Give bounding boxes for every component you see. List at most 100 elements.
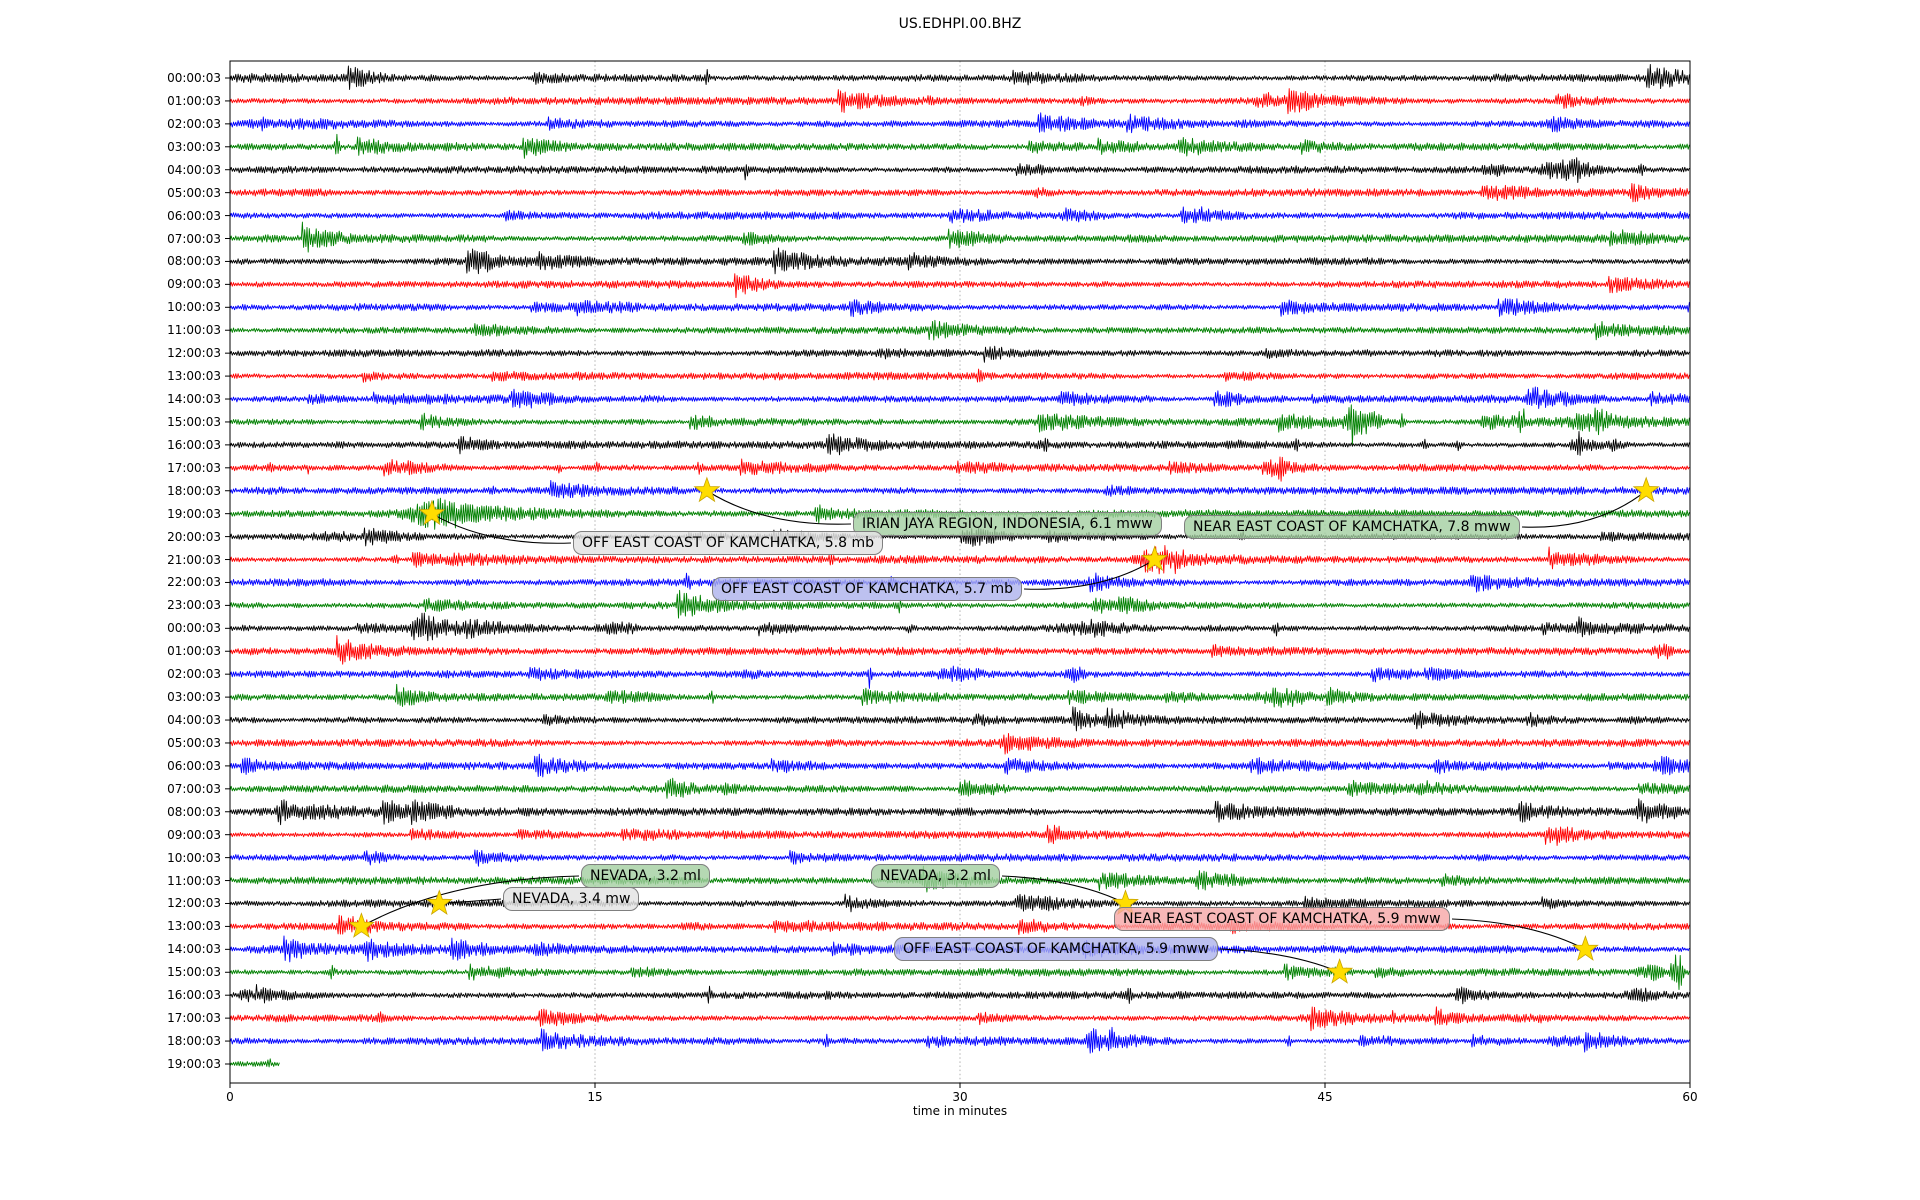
y-tick-label: 05:00:03 [167, 735, 221, 750]
seismic-trace [230, 635, 1690, 665]
seismic-trace [230, 298, 1690, 318]
y-tick-label: 17:00:03 [167, 1011, 221, 1026]
y-tick-label: 07:00:03 [167, 231, 221, 246]
event-star-icon [418, 499, 446, 526]
y-tick-label: 20:00:03 [167, 529, 221, 544]
x-tick-label: 30 [952, 1090, 968, 1104]
seismic-trace [230, 345, 1690, 363]
seismic-trace [230, 221, 1690, 253]
y-tick-label: 16:00:03 [167, 437, 221, 452]
event-annotation-label: NEAR EAST COAST OF KAMCHATKA, 5.9 mww [1114, 907, 1450, 931]
y-tick-label: 23:00:03 [167, 598, 221, 613]
event-annotation-label: NEVADA, 3.2 ml [871, 864, 1000, 888]
y-tick-label: 21:00:03 [167, 552, 221, 567]
seismic-trace [230, 683, 1690, 708]
seismic-trace [230, 479, 1690, 499]
seismic-trace [230, 893, 1690, 913]
seismic-trace [230, 456, 1690, 482]
seismic-trace [230, 849, 1690, 867]
y-tick-label: 01:00:03 [167, 644, 221, 659]
x-tick-label: 60 [1682, 1090, 1698, 1104]
y-tick-label: 06:00:03 [167, 758, 221, 773]
y-tick-label: 05:00:03 [167, 185, 221, 200]
seismic-trace [230, 545, 1690, 575]
y-tick-label: 09:00:03 [167, 827, 221, 842]
event-annotation-label: OFF EAST COAST OF KAMCHATKA, 5.7 mb [712, 577, 1023, 601]
y-tick-label: 14:00:03 [167, 942, 221, 957]
y-tick-label: 19:00:03 [167, 506, 221, 521]
y-tick-label: 07:00:03 [167, 781, 221, 796]
y-tick-label: 10:00:03 [167, 300, 221, 315]
seismic-trace [230, 182, 1690, 203]
seismic-trace [230, 824, 1690, 846]
seismic-trace [230, 88, 1690, 115]
seismic-trace [230, 954, 1690, 990]
y-tick-label: 11:00:03 [167, 323, 221, 338]
seismic-trace [230, 404, 1690, 447]
y-tick-label: 03:00:03 [167, 139, 221, 154]
event-star-icon [1326, 958, 1354, 984]
y-tick-label: 13:00:03 [167, 369, 221, 384]
seismic-trace [230, 777, 1690, 799]
y-tick-label: 16:00:03 [167, 988, 221, 1003]
y-tick-label: 00:00:03 [167, 621, 221, 636]
event-annotation-label: OFF EAST COAST OF KAMCHATKA, 5.8 mb [573, 531, 884, 555]
y-tick-label: 08:00:03 [167, 804, 221, 819]
seismic-trace [230, 386, 1690, 409]
x-axis-label: time in minutes [912, 1104, 1008, 1118]
event-annotation-label: IRIAN JAYA REGION, INDONESIA, 6.1 mww [853, 512, 1162, 536]
event-star-icon [425, 889, 453, 915]
x-tick-label: 0 [226, 1090, 234, 1104]
seismic-trace [230, 206, 1690, 224]
y-tick-label: 12:00:03 [167, 346, 221, 361]
y-tick-label: 18:00:03 [167, 483, 221, 498]
seismic-trace [230, 1006, 1690, 1032]
plot-frame [225, 60, 1691, 1088]
seismic-trace [230, 706, 1690, 732]
y-tick-label: 19:00:03 [167, 1056, 221, 1071]
seismic-trace [230, 984, 1690, 1005]
plot-title: US.EDHPI.00.BHZ [898, 16, 1022, 32]
y-tick-label: 09:00:03 [167, 277, 221, 292]
x-tick-label: 15 [587, 1090, 603, 1104]
y-tick-label: 03:00:03 [167, 690, 221, 705]
y-tick-label: 02:00:03 [167, 116, 221, 131]
seismic-trace [230, 112, 1690, 134]
event-annotation-label: NEAR EAST COAST OF KAMCHATKA, 7.8 mww [1184, 515, 1520, 539]
y-tick-label: 14:00:03 [167, 392, 221, 407]
event-star-icon [1632, 476, 1660, 503]
seismic-trace [230, 753, 1690, 778]
event-star-icon [1141, 545, 1169, 571]
seismic-trace [230, 589, 1690, 619]
seismic-trace [230, 612, 1690, 642]
x-tick-label: 45 [1317, 1090, 1333, 1104]
seismic-trace [230, 1026, 1690, 1054]
y-tick-label: 00:00:03 [167, 71, 221, 85]
seismic-trace [230, 665, 1690, 689]
seismic-trace [230, 798, 1690, 826]
event-annotation-label: OFF EAST COAST OF KAMCHATKA, 5.9 mww [894, 937, 1219, 961]
y-tick-label: 10:00:03 [167, 850, 221, 865]
seismic-trace [230, 1058, 280, 1068]
event-star-icon [347, 912, 375, 938]
seismic-trace [230, 368, 1690, 383]
y-tick-label: 04:00:03 [167, 162, 221, 177]
y-tick-label: 01:00:03 [167, 93, 221, 108]
seismic-trace [230, 157, 1690, 183]
y-tick-label: 11:00:03 [167, 873, 221, 888]
seismic-trace [230, 430, 1690, 456]
y-tick-label: 15:00:03 [167, 414, 221, 429]
event-star-icon [693, 476, 721, 503]
y-tick-label: 06:00:03 [167, 208, 221, 223]
event-annotation-label: NEVADA, 3.4 mw [503, 887, 640, 911]
y-tick-label: 08:00:03 [167, 254, 221, 269]
seismic-trace [230, 63, 1690, 90]
y-tick-label: 17:00:03 [167, 460, 221, 475]
event-star-icon [1571, 935, 1599, 961]
y-tick-label: 12:00:03 [167, 896, 221, 911]
seismic-trace [230, 273, 1690, 299]
y-tick-label: 22:00:03 [167, 575, 221, 590]
y-tick-label: 18:00:03 [167, 1034, 221, 1049]
y-tick-label: 13:00:03 [167, 919, 221, 934]
